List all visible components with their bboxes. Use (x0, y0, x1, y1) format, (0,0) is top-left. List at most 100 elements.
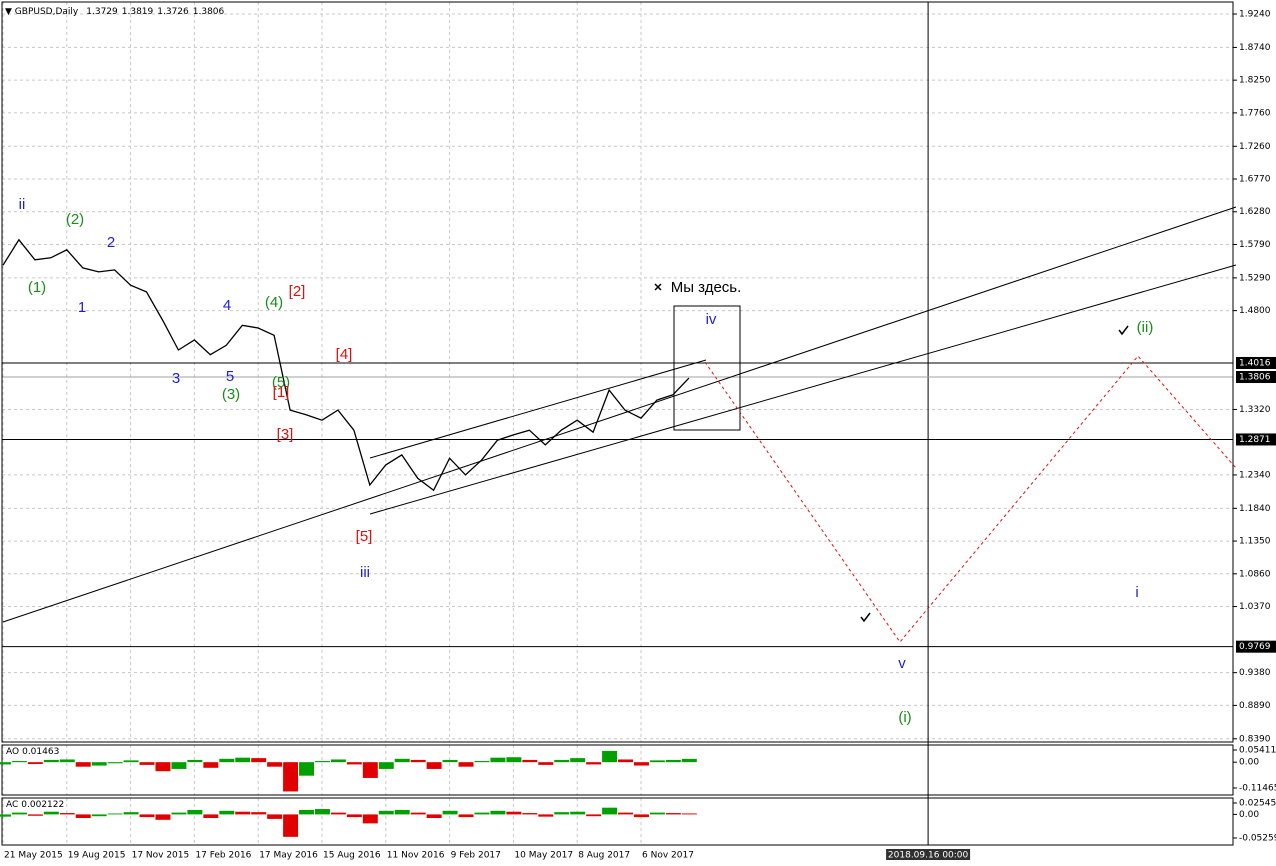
target-box (673, 305, 741, 431)
wave-label: [3] (277, 426, 294, 443)
indicator-bar (681, 813, 697, 815)
main-panel (1, 1, 1234, 743)
indicator-bar (219, 758, 235, 763)
indicator-bar (378, 762, 394, 769)
indicator-bar (522, 759, 538, 763)
indicator-bar (490, 810, 506, 815)
wave-label: (3) (222, 386, 240, 403)
indicator-bar (649, 760, 665, 763)
indicator-bar (538, 762, 554, 765)
indicator-bar (139, 762, 155, 765)
y-tick-label: -0.05259 (1239, 833, 1276, 843)
symbol: GBPUSD,Daily (15, 7, 79, 17)
y-tick-label: 1.8740 (1239, 43, 1271, 53)
indicator-bar (219, 810, 235, 815)
indicator-bar (251, 758, 267, 763)
indicator-bar (522, 813, 538, 815)
y-tick-label: 1.3320 (1239, 405, 1271, 415)
indicator-bar (91, 814, 107, 817)
low: 1.3726 (157, 7, 189, 17)
indicator-bar (554, 759, 570, 763)
wave-label: (1) (28, 279, 46, 296)
indicator-bar (618, 759, 633, 763)
y-tick-label: 1.9240 (1239, 10, 1271, 20)
indicator-bar (187, 759, 203, 763)
y-tick-label: 1.5290 (1239, 273, 1271, 283)
price-level-box (1236, 640, 1276, 653)
indicator-bar (681, 758, 697, 763)
indicator-bar (362, 762, 378, 778)
indicator-bar (75, 814, 91, 819)
indicator-bar (570, 758, 586, 763)
wave-label: i (1135, 584, 1138, 601)
y-tick-label: 0.8890 (1239, 701, 1271, 711)
indicator-bar (91, 762, 107, 766)
wave-label: (ii) (1137, 319, 1154, 336)
dropdown-icon[interactable]: ▼ (5, 7, 15, 17)
indicator-bar (0, 814, 11, 817)
crosshair-label-box (886, 849, 971, 860)
indicator-bar (602, 750, 618, 763)
indicator-bar (362, 814, 378, 824)
channel-line (369, 359, 707, 459)
y-tick-label: 1.4800 (1239, 306, 1271, 316)
indicator-name: AC (6, 800, 18, 810)
channel-line (369, 264, 1237, 515)
indicator-bar (506, 811, 522, 815)
indicator-bar (123, 760, 139, 763)
crosshair-label: 2018.09.16 00:00 (888, 851, 969, 861)
price-level-box (1236, 371, 1276, 384)
x-tick-label: 21 May 2015 (4, 851, 63, 861)
indicator-bar (618, 812, 633, 815)
indicator-bar (139, 814, 155, 818)
wave-label: (2) (66, 211, 84, 228)
indicator-bar (442, 759, 458, 763)
indicator-bar (283, 814, 299, 837)
wave-label: (5) (272, 374, 290, 391)
indicator-bar (315, 809, 330, 815)
indicator-bar (570, 811, 586, 815)
indicator-bar (299, 762, 314, 776)
indicator-bar (171, 762, 187, 769)
x-tick-label: 9 Feb 2017 (451, 851, 501, 861)
annotations: ii (2) 2 (1) 1 4 (4) [2] 3 5 (5) [1] (3)… (19, 196, 1154, 726)
indicator-value: 0.002122 (21, 800, 64, 810)
indicator-bar (187, 809, 203, 815)
y-tick-label: 1.5790 (1239, 240, 1271, 250)
y-tick-label: 1.7760 (1239, 108, 1271, 118)
indicator-bar (203, 814, 219, 819)
x-tick-label: 17 May 2016 (259, 851, 318, 861)
indicator-bar (27, 814, 43, 816)
indicator-bar (586, 762, 602, 765)
grid-layer (2, 2, 1237, 845)
y-tick-label: 1.1840 (1239, 504, 1271, 514)
indicator-bar (59, 759, 75, 763)
header: ▼ GBPUSD,Daily 1.3729 1.3819 1.3726 1.3806 (5, 7, 225, 17)
indicator-bar (330, 812, 346, 815)
indicator-header: AC 0.002122 (6, 800, 64, 810)
indicator-bar (634, 814, 649, 818)
indicator-bar (426, 814, 442, 819)
wave-label: [4] (336, 346, 353, 363)
x-tick-label: 17 Feb 2016 (195, 851, 251, 861)
x-tick-label: 8 Aug 2017 (578, 851, 630, 861)
ao-panel (1, 744, 1234, 796)
open: 1.3729 (86, 7, 118, 17)
indicator-header: AO 0.01463 (6, 747, 59, 757)
check-mark (860, 325, 1129, 623)
y-tick-label: 1.0860 (1239, 569, 1271, 579)
x-tick-label: 19 Aug 2015 (68, 851, 126, 861)
indicator-bar (27, 762, 43, 764)
y-tick-label: 1.7260 (1239, 142, 1271, 152)
y-tick-label: 0.05411 (1239, 745, 1276, 755)
indicator-bar (410, 759, 426, 763)
indicator-bar (410, 812, 426, 815)
y-tick-label: 0.8390 (1239, 734, 1271, 744)
indicator-bar (203, 762, 219, 768)
y-tick-label: 1.8250 (1239, 76, 1271, 86)
indicator-bar (315, 761, 330, 763)
indicator-bar (634, 762, 649, 766)
indicator-bar (649, 812, 665, 815)
note: Мы здесь. (671, 279, 742, 296)
price-level-label: 0.9769 (1239, 642, 1271, 652)
